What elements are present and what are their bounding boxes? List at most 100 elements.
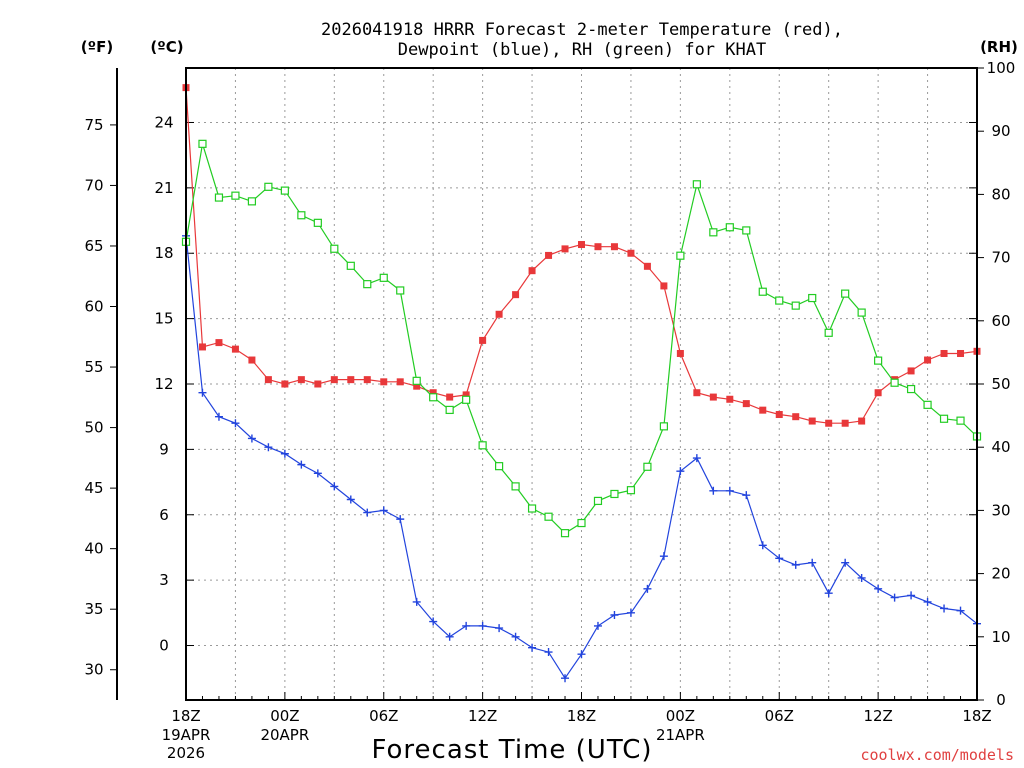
x-year-label: 2026 [167,744,205,762]
dewpoint-point [940,604,949,613]
dewpoint-point [544,648,553,657]
temperature-point [742,400,750,408]
rh-point [890,378,899,387]
temperature-point [841,419,849,427]
chart-title-line-2: Dewpoint (blue), RH (green) for KHAT [398,40,766,60]
dewpoint-point [593,621,602,630]
dewpoint-point [445,632,454,641]
rh-point [330,244,339,253]
rh-point [791,301,800,310]
rh-point [923,400,932,409]
rh-point [758,287,767,296]
rh-unit-label: (RH) [980,38,1018,56]
rh-point [396,286,405,295]
dewpoint-point [758,541,767,550]
temperature-point [940,349,948,357]
rh-point [346,261,355,270]
rh-point [593,496,603,506]
rh-point [775,296,784,305]
celsius-tick-label: 15 [154,310,173,328]
rh-point [511,482,520,491]
celsius-unit-label: (ºC) [150,38,183,56]
x-date-label: 20APR [260,726,309,744]
rh-tick-label: 50 [991,375,1010,393]
x-tick-label: 18Z [171,707,200,725]
celsius-tick-label: 12 [154,375,173,393]
fahrenheit-tick-label: 50 [84,419,103,437]
rh-point [626,486,636,495]
temperature-point [314,380,322,388]
dewpoint-point [462,621,471,630]
dewpoint-point [775,554,784,563]
temperature-point [825,419,833,427]
x-tick-label: 18Z [962,707,991,725]
rh-point [692,180,701,189]
temperature-point [380,378,388,386]
rh-point [742,226,751,235]
rh-point [560,529,570,538]
rh-point [643,462,652,471]
temperature-point [775,411,783,419]
rh-point [478,441,487,450]
temperature-point [429,389,437,397]
temperature-point [792,413,800,421]
x-date-label: 19APR [162,726,211,744]
temperature-point [957,349,965,357]
dewpoint-point [676,467,685,476]
dewpoint-point [264,443,273,452]
rh-point [445,405,454,415]
x-tick-label: 12Z [863,707,892,725]
rh-tick-label: 30 [991,501,1010,519]
temperature-point [347,376,355,384]
fahrenheit-tick-label: 30 [84,661,103,679]
rh-tick-label: 100 [987,59,1016,77]
temperature-point [578,241,585,249]
temperature-point [808,417,816,425]
rh-point [231,191,240,200]
temperature-point [693,389,701,397]
temperature-point [363,376,371,384]
temperature-point [446,393,454,401]
temperature-point [281,380,289,388]
rh-tick-label: 0 [996,691,1006,709]
rh-point [363,280,372,289]
plot-frame [185,67,978,701]
dewpoint-point [313,469,322,478]
temperature-point [495,310,503,318]
rh-point [412,376,421,385]
dewpoint-point [857,573,866,582]
fahrenheit-tick-label: 55 [84,358,103,376]
celsius-tick-label: 6 [159,506,169,524]
rh-point [709,228,718,237]
x-axis-title: Forecast Time (UTC) [371,735,652,765]
dewpoint-point [495,624,504,633]
dewpoint-point [280,449,289,458]
rh-point [495,462,504,471]
dewpoint-point [610,611,619,620]
rh-point [659,422,668,431]
dewpoint-point [824,589,833,598]
temperature-point [660,282,668,290]
temperature-point [643,262,651,270]
rh-tick-label: 60 [991,312,1010,330]
x-date-label: 21APR [656,726,705,744]
rh-point [544,512,553,521]
rh-point [956,416,965,425]
dewpoint-point [643,584,652,593]
temperature-point [396,378,404,386]
rh-point [527,504,537,513]
temperature-point [231,345,239,353]
axes-layer: 0 3 6 9 12 15 18 21 24 30 35 40 45 50 55 60 65 70 75 0 10 20 3… [84,59,1015,762]
temperature-point [413,382,421,390]
temperature-point [264,376,272,384]
dewpoint-point [692,454,701,463]
dewpoint-point [231,419,240,428]
dewpoint-point [659,552,668,561]
rh-point [906,384,916,394]
temperature-point [561,245,569,253]
rh-point [841,289,850,298]
dewpoint-point [412,597,421,606]
dewpoint-point [297,460,306,469]
temperature-point [874,389,882,397]
